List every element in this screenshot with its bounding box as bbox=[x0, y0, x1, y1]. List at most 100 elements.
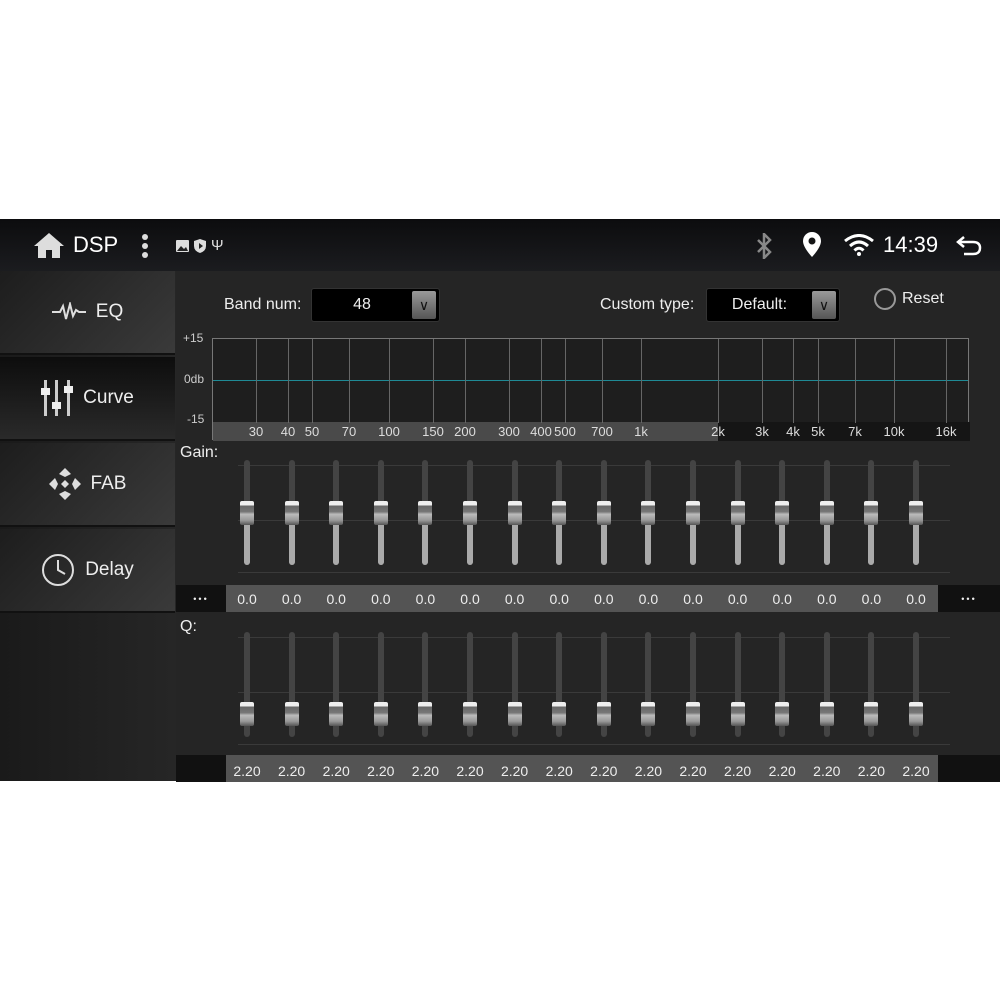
q-slider-knob[interactable] bbox=[864, 701, 879, 726]
gain-slider-knob[interactable] bbox=[596, 500, 611, 525]
more-vert-icon bbox=[142, 234, 148, 258]
band-num-label: Band num: bbox=[224, 296, 302, 313]
freq-label: 700 bbox=[591, 424, 613, 439]
q-value: 2.20 bbox=[500, 763, 529, 779]
q-slider-knob[interactable] bbox=[686, 701, 700, 726]
sidebar-item-curve[interactable]: Curve bbox=[0, 357, 175, 441]
more-menu-button[interactable] bbox=[141, 233, 149, 259]
gain-slider-knob[interactable] bbox=[775, 500, 790, 525]
gain-slider-knob[interactable] bbox=[909, 500, 923, 525]
sidebar-item-eq[interactable]: EQ bbox=[0, 271, 175, 355]
q-value: 2.20 bbox=[367, 763, 395, 779]
q-slider[interactable] bbox=[734, 632, 741, 737]
q-slider[interactable] bbox=[422, 632, 429, 737]
gain-slider-knob[interactable] bbox=[641, 500, 656, 525]
q-slider[interactable] bbox=[467, 632, 473, 737]
chevron-down-icon: ∨ bbox=[812, 291, 836, 319]
q-value: 2.20 bbox=[679, 763, 707, 779]
gain-value: 0.0 bbox=[861, 591, 882, 607]
slider-guide-line bbox=[238, 692, 950, 693]
q-slider[interactable] bbox=[244, 632, 250, 737]
reset-radio[interactable]: Reset bbox=[874, 288, 944, 310]
gain-scroll-right[interactable]: ••• bbox=[938, 585, 1000, 612]
q-slider[interactable] bbox=[600, 632, 607, 737]
grid-line bbox=[509, 339, 510, 423]
q-slider-knob[interactable] bbox=[240, 701, 254, 726]
gain-scroll-left[interactable]: ••• bbox=[176, 585, 226, 612]
gain-value: 0.0 bbox=[638, 591, 659, 607]
shield-play-icon bbox=[194, 238, 206, 253]
gain-slider-knob[interactable] bbox=[552, 500, 567, 525]
q-slider-knob[interactable] bbox=[641, 701, 656, 726]
gain-value: 0.0 bbox=[817, 591, 837, 607]
gain-slider-knob[interactable] bbox=[463, 500, 477, 525]
q-value: 2.20 bbox=[456, 763, 484, 779]
q-slider[interactable] bbox=[333, 632, 340, 737]
custom-type-select[interactable]: Default: ∨ bbox=[706, 288, 840, 322]
q-slider[interactable] bbox=[377, 632, 384, 737]
q-slider-knob[interactable] bbox=[373, 701, 388, 726]
q-value: 2.20 bbox=[723, 763, 752, 779]
gain-slider-fill bbox=[511, 512, 518, 565]
q-slider[interactable] bbox=[645, 632, 652, 737]
top-bar: DSP Ψ 14:39 bbox=[0, 219, 1000, 271]
gain-values-row bbox=[226, 585, 938, 612]
grid-line bbox=[389, 339, 390, 423]
wifi-icon bbox=[844, 234, 874, 256]
gain-value: 0.0 bbox=[906, 591, 926, 607]
q-value: 2.20 bbox=[813, 763, 841, 779]
gain-value: 0.0 bbox=[772, 591, 792, 607]
gain-slider-knob[interactable] bbox=[507, 500, 522, 525]
q-slider-knob[interactable] bbox=[463, 701, 477, 726]
q-slider-knob[interactable] bbox=[909, 701, 923, 726]
gain-slider-fill bbox=[779, 512, 786, 565]
q-slider[interactable] bbox=[690, 632, 696, 737]
gain-value: 0.0 bbox=[683, 591, 703, 607]
q-value: 2.20 bbox=[768, 763, 796, 779]
dsp-screen: DSP Ψ 14:39 EQ Curve FAB Delay bbox=[0, 219, 1000, 782]
back-icon[interactable] bbox=[956, 234, 982, 256]
gain-value: 0.0 bbox=[237, 591, 257, 607]
radio-circle-icon bbox=[874, 288, 896, 310]
q-slider[interactable] bbox=[556, 632, 563, 737]
gain-slider-knob[interactable] bbox=[329, 500, 344, 525]
eq-curve-graph: 30 40 50 70 100 150 200 300 400 500 700 1k 2k 3k 4k 5k 7… bbox=[212, 338, 970, 441]
q-slider-knob[interactable] bbox=[596, 701, 611, 726]
curve-panel: Band num: 48 ∨ Custom type: Default: ∨ R… bbox=[176, 271, 1000, 782]
q-slider-knob[interactable] bbox=[284, 701, 299, 726]
grid-line bbox=[541, 339, 542, 423]
q-slider[interactable] bbox=[779, 632, 786, 737]
gain-value: 0.0 bbox=[281, 591, 302, 607]
gain-slider-knob[interactable] bbox=[373, 500, 388, 525]
grid-line bbox=[288, 339, 289, 423]
q-slider-knob[interactable] bbox=[730, 701, 745, 726]
gain-slider-knob[interactable] bbox=[686, 500, 700, 525]
slider-guide-line bbox=[238, 520, 950, 521]
band-num-select[interactable]: 48 ∨ bbox=[311, 288, 440, 322]
sidebar-item-delay[interactable]: Delay bbox=[0, 529, 175, 613]
q-slider[interactable] bbox=[823, 632, 830, 737]
y-label-zero: 0db bbox=[184, 372, 205, 386]
q-slider-knob[interactable] bbox=[507, 701, 522, 726]
q-slider-knob[interactable] bbox=[329, 701, 344, 726]
gain-slider-knob[interactable] bbox=[730, 500, 745, 525]
gain-slider-knob[interactable] bbox=[819, 500, 834, 525]
q-slider-knob[interactable] bbox=[819, 701, 834, 726]
q-slider-knob[interactable] bbox=[418, 701, 433, 726]
q-slider-knob[interactable] bbox=[775, 701, 790, 726]
slider-guide-line bbox=[238, 465, 950, 466]
grid-line bbox=[565, 339, 566, 423]
bluetooth-icon bbox=[757, 233, 772, 259]
gain-slider-knob[interactable] bbox=[864, 500, 879, 525]
q-slider[interactable] bbox=[511, 632, 518, 737]
q-slider-knob[interactable] bbox=[552, 701, 567, 726]
freq-label: 200 bbox=[454, 424, 476, 439]
q-slider[interactable] bbox=[288, 632, 295, 737]
sidebar-item-fab[interactable]: FAB bbox=[0, 443, 175, 527]
q-slider[interactable] bbox=[913, 632, 919, 737]
gain-slider-knob[interactable] bbox=[240, 500, 254, 525]
q-slider[interactable] bbox=[868, 632, 875, 737]
gain-slider-knob[interactable] bbox=[284, 500, 299, 525]
home-button[interactable]: DSP bbox=[32, 231, 118, 259]
gain-slider-knob[interactable] bbox=[418, 500, 433, 525]
